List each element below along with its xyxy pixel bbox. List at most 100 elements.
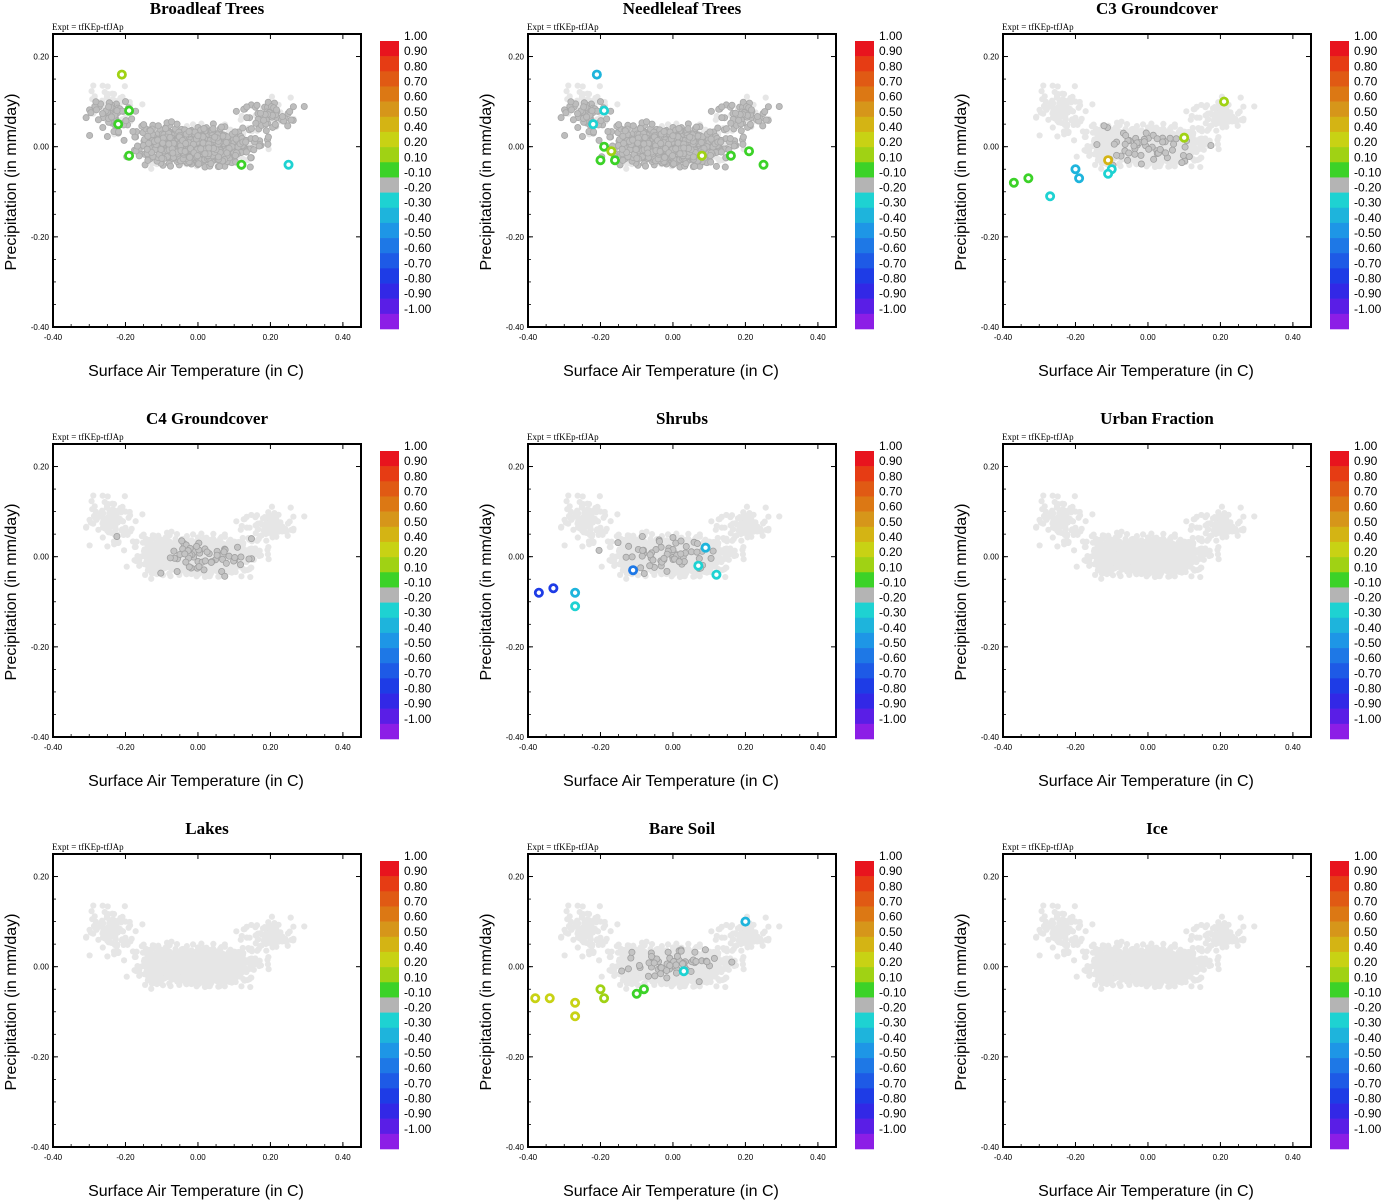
background-point [215, 153, 223, 161]
data-point-3 [124, 150, 135, 161]
background-point [211, 133, 219, 141]
background-point [251, 135, 259, 143]
colorbar-swatch [380, 207, 399, 224]
x-tick-label: -0.40 [44, 333, 63, 342]
y-tick-label: 0.20 [33, 53, 49, 62]
colorbar: 1.000.900.800.700.600.500.400.200.10-0.1… [380, 29, 432, 330]
background-point [614, 101, 621, 108]
background-point [237, 116, 244, 123]
colorbar-label: -0.10 [404, 165, 432, 179]
background-point [82, 114, 90, 122]
background-point [232, 135, 240, 143]
background-point [159, 139, 167, 147]
colorbar-swatch [380, 238, 399, 254]
colorbar-swatch [380, 71, 399, 87]
background-point [103, 132, 111, 140]
background-point [247, 125, 255, 133]
data-point-4 [236, 159, 247, 170]
background-point [217, 123, 225, 131]
background-point [120, 136, 128, 144]
colorbar-swatch [380, 131, 399, 148]
background-point [129, 127, 137, 135]
background-point [154, 122, 162, 130]
data-point-5 [283, 159, 294, 170]
background-point [115, 128, 123, 136]
background-point [90, 82, 97, 89]
colorbar-swatch [380, 147, 399, 163]
background-point [146, 127, 154, 135]
background-point [707, 158, 715, 166]
background-point [247, 154, 255, 162]
colorbar-swatch [380, 86, 399, 102]
background-point [284, 122, 292, 130]
background-point [287, 94, 294, 101]
background-point [596, 83, 603, 90]
background-point [721, 163, 729, 171]
background-point [714, 124, 722, 132]
background-point [585, 90, 593, 98]
panel-broadleaf-trees: Broadleaf Trees Expt = tfKEp-tfJAp -0.40 -0… [3, 0, 432, 380]
background-point [113, 107, 121, 115]
panel-title: Broadleaf Trees [150, 0, 265, 18]
background-point [99, 110, 107, 118]
background-point [194, 132, 202, 140]
background-point [121, 83, 128, 90]
background-point [158, 154, 166, 162]
background-point [110, 90, 118, 98]
colorbar-swatch [380, 313, 399, 330]
colorbar-label: 0.80 [404, 59, 428, 73]
background-point [242, 138, 250, 146]
background-point [88, 88, 95, 95]
background-point [289, 103, 297, 111]
background-point [92, 106, 100, 114]
plot-frame [52, 33, 362, 328]
background-point [197, 145, 205, 153]
scatter-points [557, 69, 783, 172]
scatter-points [82, 69, 308, 172]
background-point [762, 94, 769, 101]
background-point [209, 125, 217, 133]
background-point [194, 152, 202, 160]
background-point [231, 128, 239, 136]
background-point [105, 103, 113, 111]
colorbar-label: 0.10 [404, 150, 428, 164]
colorbar-label: -1.00 [404, 302, 432, 316]
background-point [580, 91, 587, 98]
background-point [105, 91, 112, 98]
background-point [145, 139, 153, 147]
background-point [239, 124, 247, 132]
x-axis-label: Surface Air Temperature (in C) [88, 363, 304, 380]
expt-label: Expt = tfKEp-tfJAp [527, 22, 599, 32]
background-point [565, 82, 572, 89]
background-point [264, 140, 272, 148]
background-point [185, 128, 193, 136]
background-point [143, 145, 151, 153]
background-point [199, 139, 207, 147]
background-point [99, 82, 106, 89]
background-point [300, 102, 308, 110]
data-point-2 [113, 119, 124, 130]
background-point [579, 83, 586, 90]
x-tick-label: 0.20 [263, 333, 279, 342]
background-point [722, 125, 730, 133]
colorbar-swatch [380, 283, 399, 299]
background-point [253, 101, 261, 109]
background-point [195, 160, 203, 168]
colorbar-label: -0.80 [404, 272, 432, 286]
expt-label: Expt = tfKEp-tfJAp [52, 22, 124, 32]
background-point [255, 142, 263, 150]
background-point [87, 109, 95, 117]
background-point [287, 116, 295, 124]
background-point [272, 106, 280, 114]
background-point [162, 125, 170, 133]
colorbar-label: -0.30 [404, 196, 432, 210]
background-point [86, 131, 94, 139]
background-point [186, 153, 194, 161]
background-point [257, 109, 265, 117]
background-point [223, 149, 231, 157]
background-point [108, 113, 116, 121]
x-tick-label: 0.00 [190, 333, 206, 342]
background-point [121, 98, 129, 106]
background-point [252, 119, 260, 127]
